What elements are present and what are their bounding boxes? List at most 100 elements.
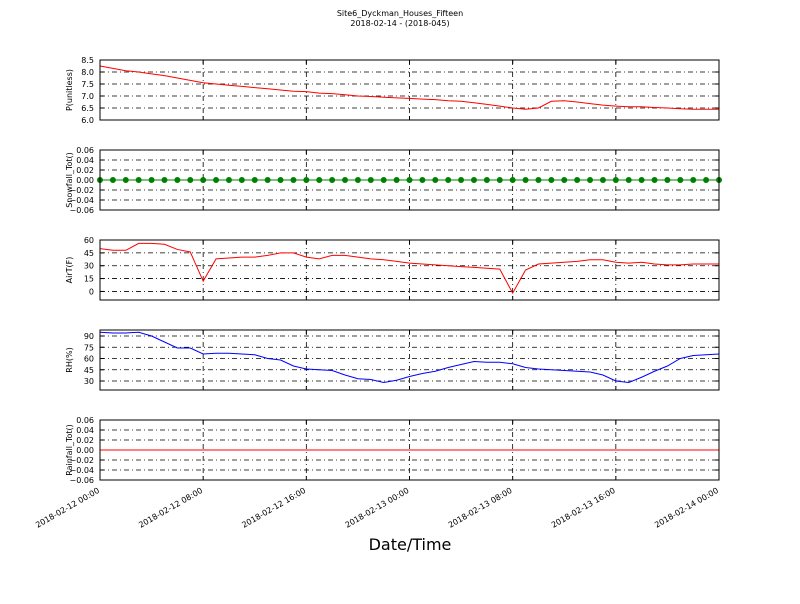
data-line xyxy=(99,65,719,110)
x-tick-label: 2018-02-12 00:00 xyxy=(34,486,101,530)
data-point xyxy=(535,177,542,183)
data-point xyxy=(625,177,632,183)
data-point xyxy=(432,177,439,183)
data-point xyxy=(122,177,129,183)
y-tick-label: −0.06 xyxy=(69,476,94,485)
data-point xyxy=(251,177,258,183)
data-point xyxy=(638,177,645,183)
y-tick-label: 0.02 xyxy=(76,436,94,445)
y-tick-label: 30 xyxy=(84,262,94,271)
data-point xyxy=(458,177,465,183)
data-point xyxy=(213,177,220,183)
y-tick-label: 0.02 xyxy=(76,166,94,175)
data-point xyxy=(277,177,284,183)
y-tick-label: −0.02 xyxy=(69,186,94,195)
data-point xyxy=(561,177,568,183)
y-tick-label: 0.06 xyxy=(76,146,94,155)
y-tick-label: 45 xyxy=(84,249,94,258)
y-tick-label: −0.04 xyxy=(69,196,94,205)
data-point xyxy=(406,177,413,183)
data-point xyxy=(522,177,529,183)
data-point xyxy=(664,177,671,183)
y-tick-label: 0.00 xyxy=(76,446,94,455)
x-tick-label: 2018-02-12 16:00 xyxy=(240,486,307,530)
y-tick-label: −0.02 xyxy=(69,456,94,465)
data-point xyxy=(148,177,155,183)
data-point xyxy=(587,177,594,183)
data-point xyxy=(548,177,555,183)
data-point xyxy=(303,177,310,183)
y-axis-label: Snowfall_Tot() xyxy=(65,152,74,208)
x-tick-label: 2018-02-13 00:00 xyxy=(344,486,411,530)
data-point xyxy=(380,177,387,183)
data-point xyxy=(393,177,400,183)
data-point xyxy=(290,177,297,183)
y-tick-label: 0.04 xyxy=(76,426,94,435)
y-tick-label: 8.5 xyxy=(81,56,94,65)
data-point xyxy=(509,177,516,183)
y-tick-label: 90 xyxy=(84,332,94,341)
data-point xyxy=(161,177,168,183)
data-point xyxy=(187,177,194,183)
y-tick-label: 7.5 xyxy=(81,80,94,89)
y-tick-label: 60 xyxy=(84,236,94,245)
data-point xyxy=(612,177,619,183)
plot-frame xyxy=(99,59,720,121)
x-axis-label: Date/Time xyxy=(369,535,452,554)
y-axis-label: Rainfall_Tot() xyxy=(65,424,74,476)
data-point xyxy=(677,177,684,183)
x-tick-label: 2018-02-13 16:00 xyxy=(550,486,617,530)
data-point xyxy=(238,177,245,183)
y-tick-label: 0.00 xyxy=(76,176,94,185)
y-tick-label: 45 xyxy=(84,366,94,375)
data-point xyxy=(574,177,581,183)
data-point xyxy=(135,177,142,183)
x-tick-label: 2018-02-12 08:00 xyxy=(137,486,204,530)
y-tick-label: 0.06 xyxy=(76,416,94,425)
y-axis-label: P(unitless) xyxy=(65,69,74,111)
data-point xyxy=(599,177,606,183)
data-point xyxy=(109,177,116,183)
y-tick-label: 0.04 xyxy=(76,156,94,165)
plot-frame xyxy=(99,419,720,481)
data-point xyxy=(445,177,452,183)
chart-subtitle: 2018-02-14 - (2018-045) xyxy=(350,19,449,28)
data-point xyxy=(174,177,181,183)
y-tick-label: 0 xyxy=(89,287,94,296)
y-tick-label: 8.0 xyxy=(81,68,94,77)
data-point xyxy=(225,177,232,183)
data-point xyxy=(316,177,323,183)
data-point xyxy=(496,177,503,183)
x-tick-label: 2018-02-13 08:00 xyxy=(447,486,514,530)
plot-frame xyxy=(99,149,720,211)
data-point xyxy=(354,177,361,183)
data-line xyxy=(99,331,720,384)
data-point xyxy=(470,177,477,183)
y-tick-label: 6.0 xyxy=(81,116,94,125)
data-line xyxy=(99,242,719,295)
data-point xyxy=(367,177,374,183)
data-point xyxy=(419,177,426,183)
data-point xyxy=(651,177,658,183)
plot-frame xyxy=(99,239,720,301)
data-point xyxy=(690,177,697,183)
data-point xyxy=(483,177,490,183)
data-point xyxy=(264,177,271,183)
y-tick-label: 7.0 xyxy=(81,92,94,101)
y-tick-label: −0.06 xyxy=(69,206,94,215)
y-tick-label: 6.5 xyxy=(81,104,94,113)
y-tick-label: 30 xyxy=(84,377,94,386)
x-tick-label: 2018-02-14 00:00 xyxy=(653,486,720,530)
y-tick-label: −0.04 xyxy=(69,466,94,475)
y-tick-label: 75 xyxy=(84,343,94,352)
y-axis-label: RH(%) xyxy=(65,347,74,372)
data-point xyxy=(703,177,710,183)
data-point xyxy=(342,177,349,183)
plot-frame xyxy=(99,329,720,391)
data-point xyxy=(200,177,207,183)
y-axis-label: AirT(F) xyxy=(65,257,74,284)
data-point xyxy=(329,177,336,183)
y-tick-label: 60 xyxy=(84,355,94,364)
y-tick-label: 15 xyxy=(84,275,94,284)
